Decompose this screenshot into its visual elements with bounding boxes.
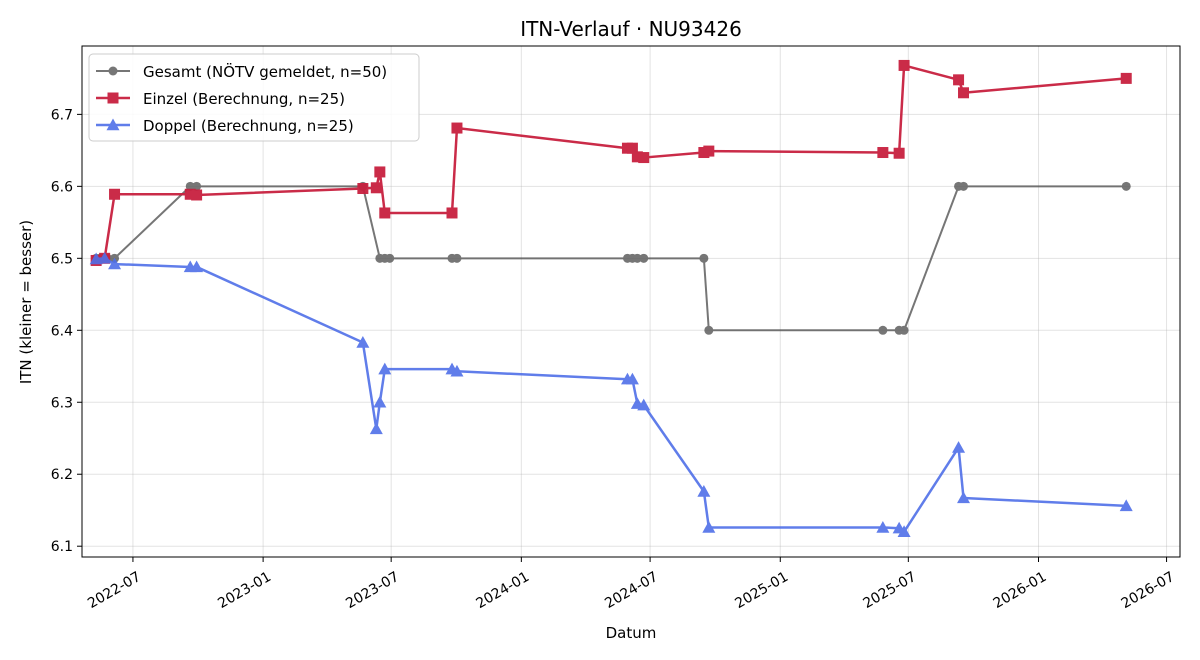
data-point-doppel [369,422,383,435]
data-point-doppel [356,336,370,348]
data-point-doppel [702,520,716,533]
y-tick-label: 6.6 [51,179,73,195]
data-point-einzel [370,182,382,194]
data-point-gesamt [899,325,909,335]
data-point-doppel [697,485,711,497]
y-tick-label: 6.3 [51,395,73,411]
data-point-doppel [897,525,911,538]
data-point-einzel [958,87,970,99]
data-point-gesamt [704,325,714,335]
data-point-gesamt [192,181,202,191]
legend-item-doppel [96,118,130,131]
series-doppel [89,251,1133,538]
y-tick-label: 6.5 [51,251,73,267]
data-point-einzel [898,59,910,71]
y-tick-label: 6.1 [51,539,73,555]
legend-label-einzel: Einzel (Berechnung, n=25) [143,90,345,108]
data-point-gesamt [385,253,395,263]
x-axis-label: Datum [606,624,657,642]
data-point-einzel [626,142,638,154]
plot-frame [81,45,1181,558]
data-point-doppel [952,441,966,453]
data-point-einzel [374,166,386,178]
data-point-einzel [109,188,121,200]
legend-label-doppel: Doppel (Berechnung, n=25) [143,117,354,135]
data-point-einzel [877,147,889,159]
data-point-doppel [378,362,392,375]
data-point-doppel [957,491,971,504]
data-point-gesamt [185,181,195,191]
data-point-gesamt [639,253,649,263]
data-point-gesamt [1121,181,1131,191]
data-point-einzel [703,145,715,157]
data-point-doppel [108,257,122,270]
legend-item-einzel [96,92,130,104]
y-tick-label: 6.4 [51,323,73,339]
data-point-einzel [953,74,965,86]
y-tick-label: 6.2 [51,467,73,483]
legend-box [88,53,420,142]
data-point-doppel [1119,499,1133,512]
data-point-einzel [638,152,650,164]
series-layer [89,59,1133,538]
data-point-doppel [373,395,387,408]
data-point-einzel [357,183,369,195]
legend-label-gesamt: Gesamt (NÖTV gemeldet, n=50) [143,62,387,81]
legend: Gesamt (NÖTV gemeldet, n=50) Einzel (Bere… [88,53,420,142]
data-point-gesamt [699,253,709,263]
data-point-doppel [190,260,204,273]
legend-marker-einzel [107,92,119,104]
legend-item-gesamt [96,66,130,76]
y-tick-label: 6.7 [51,107,73,123]
data-point-gesamt [632,253,642,263]
data-point-einzel [446,207,458,219]
data-point-einzel [379,207,391,219]
data-point-doppel [450,364,464,377]
legend-marker-gesamt [108,66,118,76]
data-point-einzel [191,189,203,201]
data-point-doppel [98,251,112,264]
data-point-doppel [876,520,890,533]
legend-marker-doppel [106,118,120,131]
data-point-doppel [625,372,639,385]
chart-title: ITN-Verlauf · NU93426 [520,17,742,41]
data-point-einzel [893,147,905,159]
data-point-einzel [631,151,643,163]
data-point-doppel [637,398,651,411]
data-point-einzel [184,188,196,200]
y-axis-label: ITN (kleiner = besser) [17,220,35,384]
data-point-gesamt [452,253,462,263]
data-point-einzel [1120,72,1132,84]
data-point-gesamt [959,181,969,191]
data-point-einzel [451,122,463,134]
data-point-gesamt [878,325,888,335]
